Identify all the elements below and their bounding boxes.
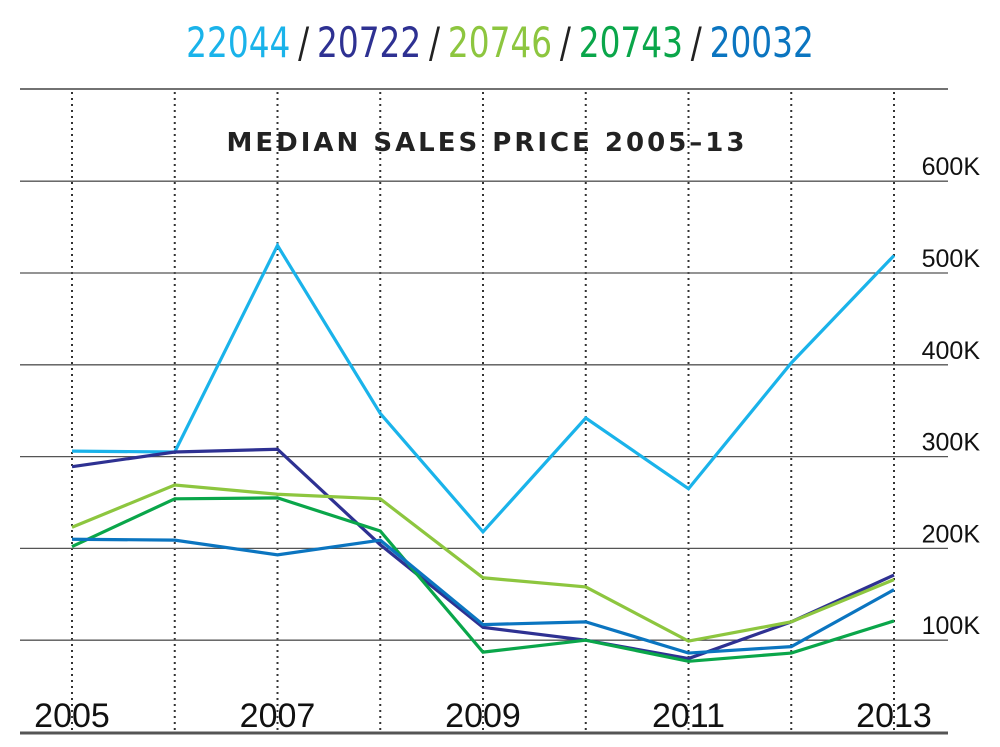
legend-entry-20743: 20743 — [578, 18, 683, 67]
legend-separator: / — [298, 18, 310, 67]
y-tick-label: 300K — [922, 429, 981, 457]
series-line-20722 — [71, 447, 895, 661]
y-tick-label: 400K — [922, 337, 981, 365]
legend-entry-20032: 20032 — [709, 18, 814, 67]
x-tick-label: 2007 — [240, 697, 316, 735]
series-line-20032 — [71, 537, 895, 655]
legend-entry-20746: 20746 — [447, 18, 553, 67]
legend-separator: / — [690, 18, 702, 67]
x-tick-label: 2013 — [856, 697, 932, 735]
x-tick-label: 2005 — [34, 697, 110, 735]
series-line-20746 — [71, 483, 895, 643]
y-tick-label: 100K — [922, 612, 981, 640]
chart-title: MEDIAN SALES PRICE 2005–13 — [227, 128, 748, 158]
y-tick-label: 500K — [922, 245, 981, 273]
legend-separator: / — [429, 18, 441, 67]
series-line-20743 — [71, 496, 895, 663]
y-tick-label: 200K — [922, 520, 981, 548]
y-tick-label: 600K — [922, 153, 981, 181]
x-tick-label: 2009 — [445, 697, 521, 735]
legend-separator: / — [559, 18, 571, 67]
series-line-22044 — [71, 242, 896, 535]
legend-entry-20722: 20722 — [317, 18, 422, 67]
legend-entry-22044: 22044 — [186, 18, 291, 67]
legend-header: 22044/20722/20746/20743/20032 — [110, 18, 890, 67]
x-tick-label: 2011 — [652, 697, 725, 735]
